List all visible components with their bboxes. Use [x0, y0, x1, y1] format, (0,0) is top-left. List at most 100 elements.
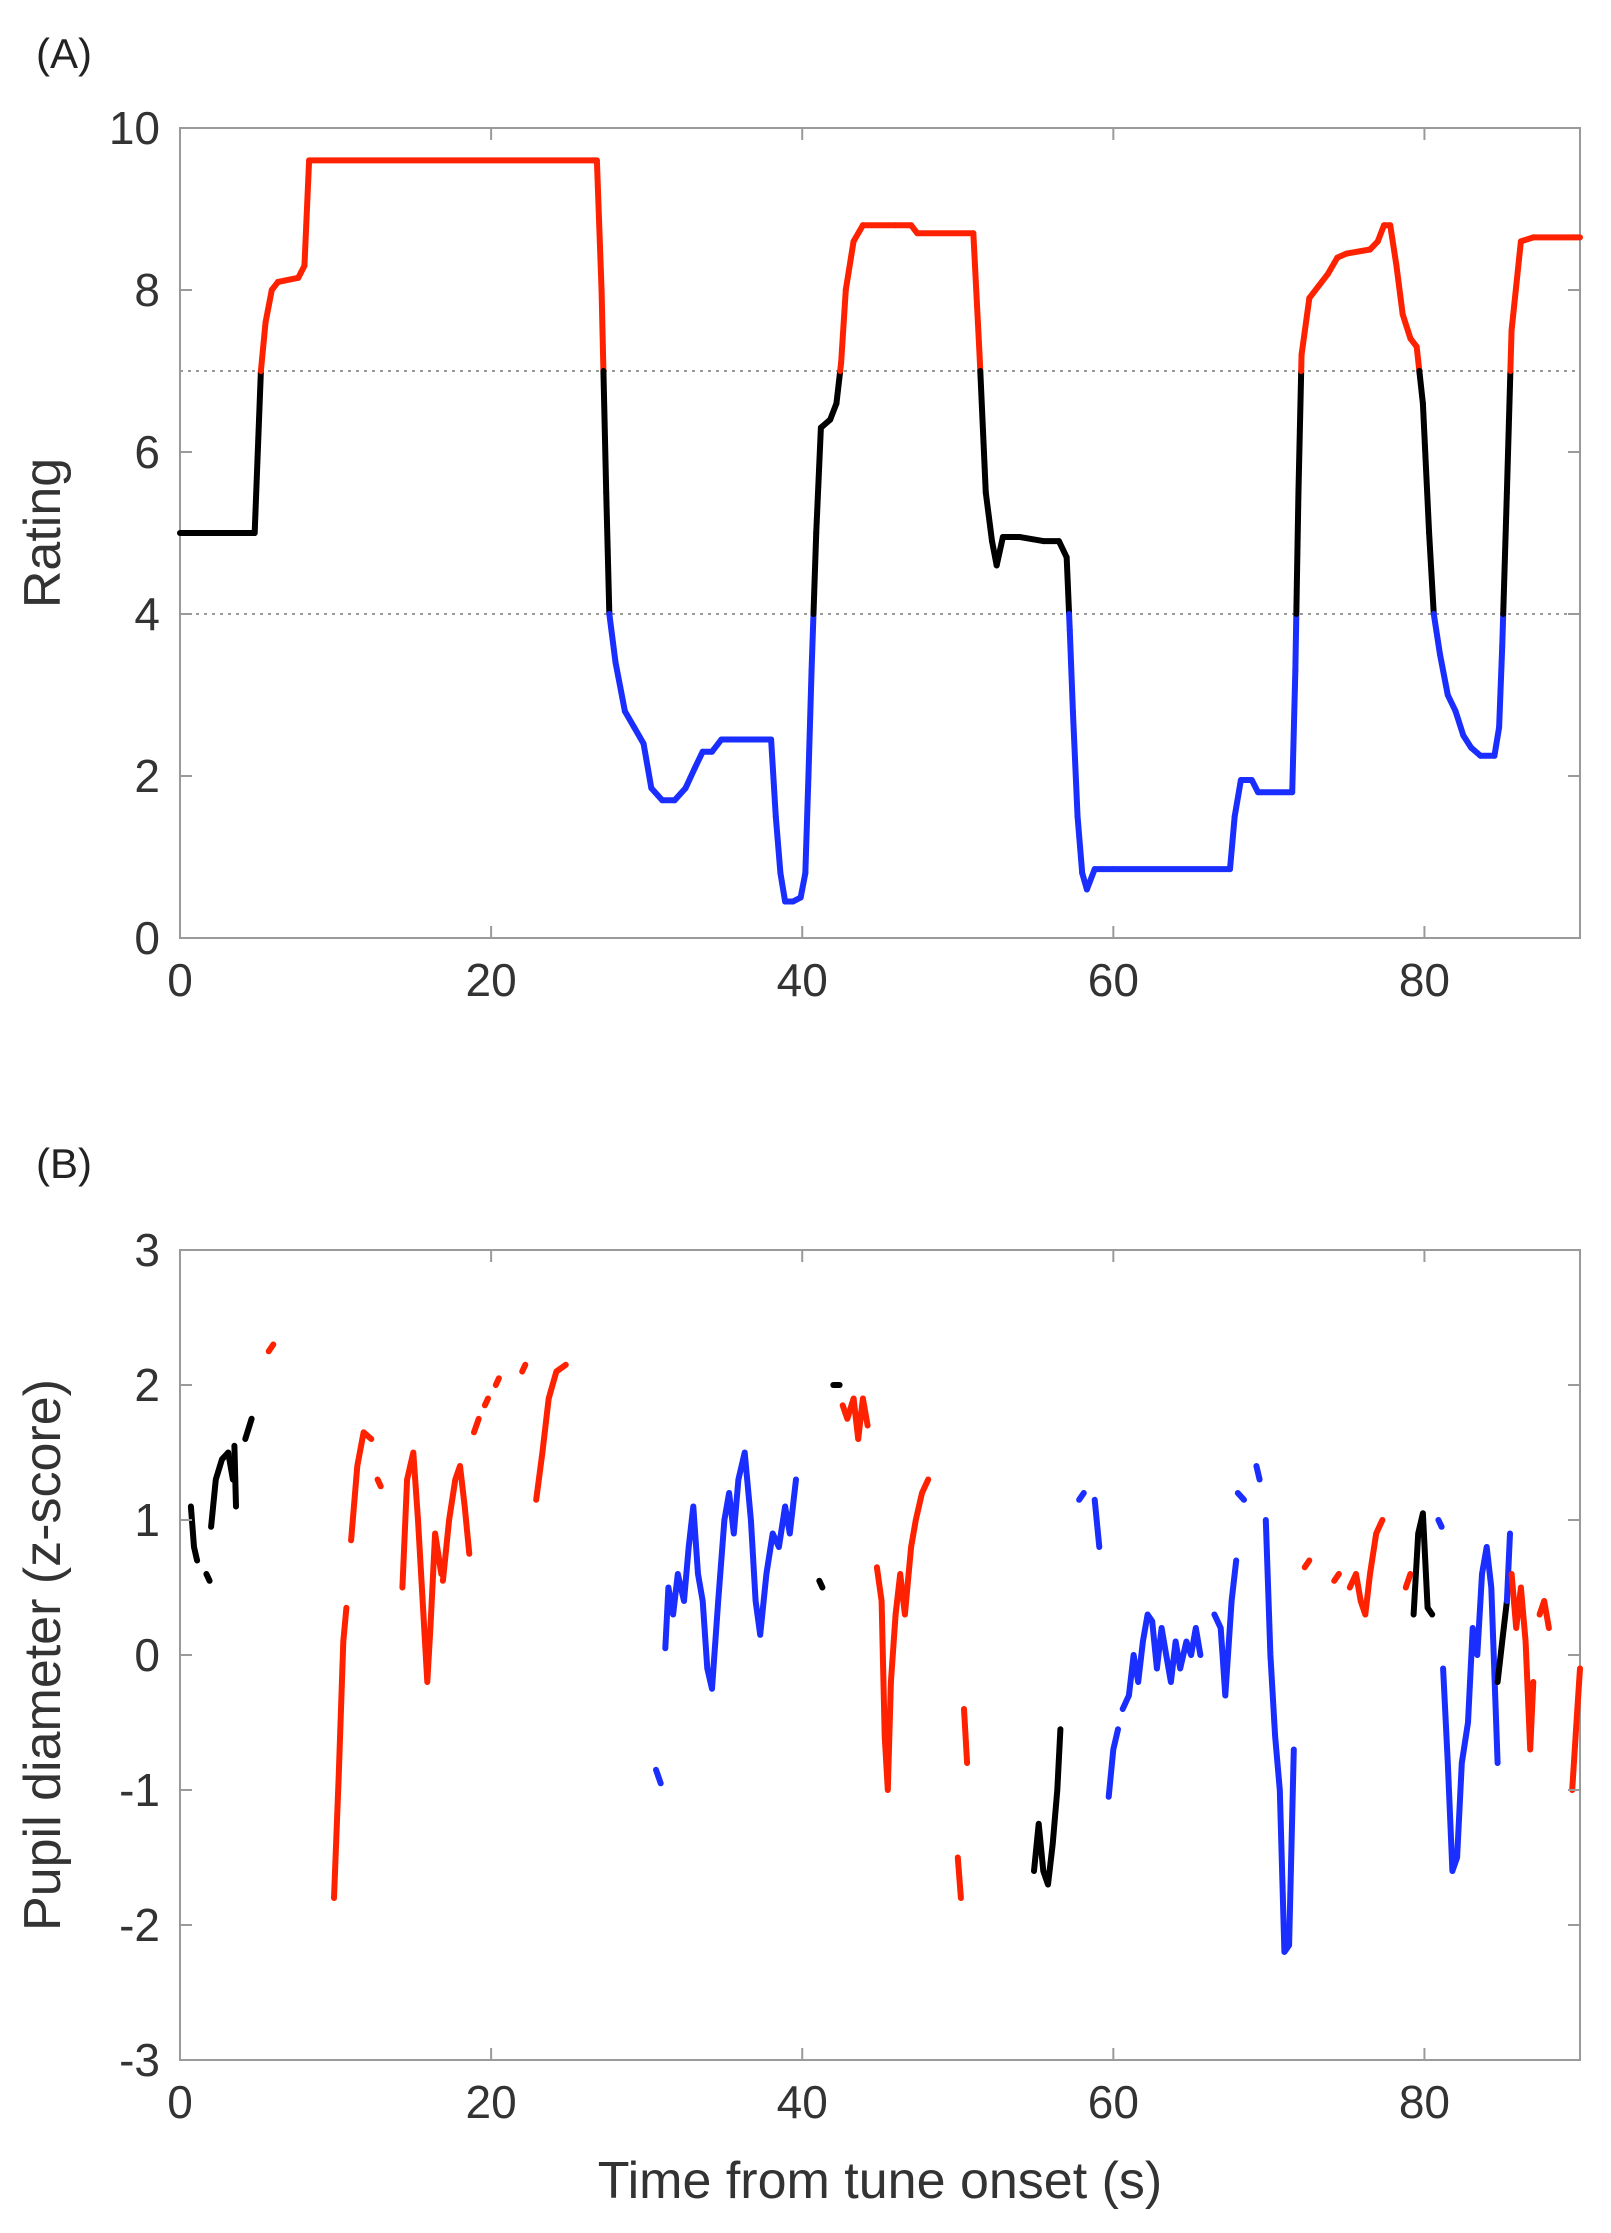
pupil-segment-3: [231, 1442, 239, 1510]
rating-line-segment: [838, 287, 849, 366]
b-ytick-label: 2: [134, 1359, 160, 1411]
pupil-segment-40: [1494, 1598, 1510, 1685]
pupil-segment-15: [533, 1361, 569, 1503]
pupil-segment-22: [954, 1854, 964, 1901]
rating-line-segment: [301, 157, 313, 269]
a-xtick-label: 60: [1088, 954, 1139, 1006]
rating-line-segment: [603, 489, 613, 617]
rating-line-segment: [1074, 813, 1086, 877]
y-axis-b: -3 -2 -1 0 1 2 3: [119, 1224, 1580, 2086]
pupil-series: [187, 1341, 1583, 1955]
x-axis-b: 0 20 40 60 80: [167, 1250, 1450, 2128]
rating-line-segment: [1430, 611, 1443, 658]
rating-line-segment: [993, 534, 1006, 569]
a-xtick-label: 20: [466, 954, 517, 1006]
reference-lines-a: [180, 370, 1580, 615]
x-axis-a: 0 20 40 60 80: [167, 128, 1450, 1006]
pupil-segment-7: [348, 1429, 375, 1544]
pupil-segment-6: [331, 1604, 350, 1901]
panel-label-b: (B): [36, 1140, 92, 1187]
a-ytick-label: 6: [134, 426, 160, 478]
a-ytick-label: 0: [134, 912, 160, 964]
y-axis-label-b: Pupil diameter (z-score): [14, 1379, 72, 1931]
rating-line-segment: [982, 489, 995, 545]
rating-line-segment: [1231, 777, 1244, 820]
b-xtick-label: 0: [167, 2076, 193, 2128]
pupil-segment-12: [481, 1395, 491, 1409]
rating-line-segment: [768, 736, 779, 820]
rating-line-segment: [777, 870, 789, 905]
b-xtick-label: 20: [466, 2076, 517, 2128]
rating-line-segment: [1343, 246, 1373, 257]
rating-line-segment: [631, 724, 647, 747]
b-ytick-label: 3: [134, 1224, 160, 1276]
pupil-segment-29: [1211, 1557, 1240, 1699]
pupil-segment-43: [1536, 1598, 1552, 1631]
pupil-segment-30: [1234, 1490, 1247, 1503]
rating-line-segment: [1491, 724, 1503, 759]
pupil-segment-16: [653, 1766, 664, 1787]
pupil-segment-14: [519, 1361, 529, 1375]
pupil-segment-1: [203, 1571, 213, 1584]
rating-line-segment: [1293, 489, 1302, 617]
pupil-segment-4: [242, 1415, 255, 1442]
rating-line-segment: [802, 773, 812, 877]
pupil-segment-11: [471, 1415, 482, 1436]
rating-line-segment: [833, 368, 844, 407]
rating-line-segment: [1063, 554, 1073, 617]
rating-line-segment: [1298, 295, 1313, 358]
rating-line-segment: [612, 659, 628, 715]
b-ytick-label: -2: [119, 1899, 160, 1951]
rating-line-segment: [598, 287, 607, 374]
rating-line-segment: [606, 611, 619, 666]
pupil-segment-39: [1440, 1544, 1501, 1874]
pupil-segment-28: [1119, 1611, 1204, 1712]
rating-line-segment: [621, 708, 638, 731]
rating-line-segment: [682, 764, 698, 792]
y-axis-label-a: Rating: [14, 458, 72, 608]
panel-label-a: (A): [36, 30, 92, 77]
pupil-segment-36: [1402, 1571, 1414, 1591]
pupil-segment-32: [1262, 1517, 1297, 1955]
a-ytick-label: 4: [134, 588, 160, 640]
rating-line-segment: [1399, 311, 1414, 342]
pupil-segment-23: [961, 1706, 971, 1766]
rating-series: [177, 157, 1583, 905]
rating-line-segment: [640, 740, 655, 792]
rating-line-segment: [1416, 368, 1426, 407]
rating-line-segment: [797, 870, 809, 901]
pupil-segment-41: [1503, 1530, 1513, 1604]
pupil-segment-10: [439, 1463, 473, 1584]
a-ytick-label: 2: [134, 750, 160, 802]
rating-line-segment: [1413, 343, 1423, 374]
rating-line-segment: [1508, 238, 1524, 334]
rating-line-segment: [842, 238, 857, 293]
rating-line-segment: [1503, 368, 1514, 496]
pupil-segment-25: [1076, 1490, 1087, 1503]
rating-line-segment: [970, 230, 983, 358]
rating-line-segment: [1393, 262, 1406, 318]
pupil-segment-2: [208, 1449, 236, 1530]
a-ytick-label: 10: [109, 102, 160, 154]
pupil-segment-37: [1410, 1510, 1436, 1618]
b-xtick-label: 40: [777, 2076, 828, 2128]
rating-line-segment: [850, 222, 866, 245]
rating-line-segment: [810, 530, 820, 617]
pupil-segment-38: [1435, 1517, 1445, 1530]
pupil-segment-35: [1346, 1517, 1386, 1618]
rating-line-segment: [1500, 489, 1510, 617]
pupil-segment-33: [1301, 1557, 1313, 1571]
plot-area-a: [179, 127, 1581, 939]
a-xtick-label: 0: [167, 954, 193, 1006]
rating-line-segment: [977, 368, 989, 496]
rating-line-segment: [1066, 627, 1076, 715]
rating-line-segment: [257, 319, 269, 374]
rating-line-segment: [772, 813, 784, 877]
x-axis-label-b: Time from tune onset (s): [598, 2152, 1162, 2210]
b-ytick-label: 0: [134, 1629, 160, 1681]
pupil-segment-20: [839, 1395, 871, 1442]
rating-line-segment: [1325, 254, 1341, 277]
b-ytick-label: -1: [119, 1764, 160, 1816]
b-xtick-label: 60: [1088, 2076, 1139, 2128]
pupil-segment-8: [374, 1476, 384, 1490]
